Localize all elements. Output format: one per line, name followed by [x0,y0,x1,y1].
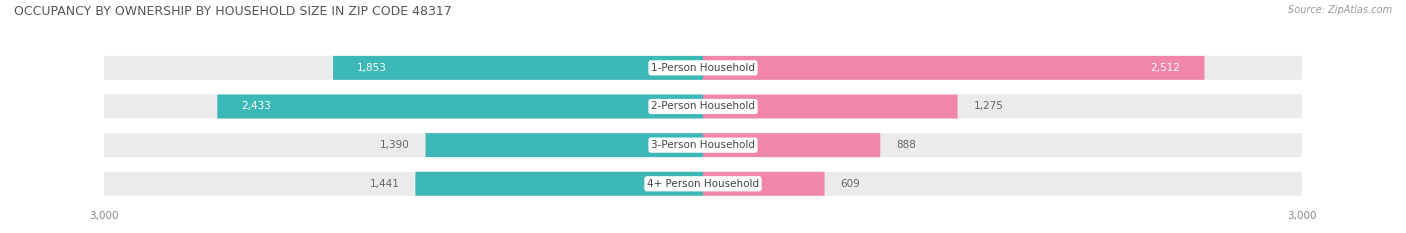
FancyBboxPatch shape [104,56,1302,80]
Text: 2-Person Household: 2-Person Household [651,102,755,112]
Text: 3-Person Household: 3-Person Household [651,140,755,150]
FancyBboxPatch shape [104,172,1302,196]
FancyBboxPatch shape [703,133,880,157]
Text: Source: ZipAtlas.com: Source: ZipAtlas.com [1288,5,1392,15]
Text: 2,433: 2,433 [242,102,271,112]
FancyBboxPatch shape [333,56,703,80]
FancyBboxPatch shape [703,172,824,196]
Text: 1,853: 1,853 [357,63,387,73]
FancyBboxPatch shape [415,172,703,196]
Text: 2,512: 2,512 [1150,63,1181,73]
Text: 4+ Person Household: 4+ Person Household [647,179,759,189]
FancyBboxPatch shape [426,133,703,157]
FancyBboxPatch shape [218,95,703,118]
FancyBboxPatch shape [703,56,1205,80]
Text: OCCUPANCY BY OWNERSHIP BY HOUSEHOLD SIZE IN ZIP CODE 48317: OCCUPANCY BY OWNERSHIP BY HOUSEHOLD SIZE… [14,5,451,18]
FancyBboxPatch shape [703,95,957,118]
FancyBboxPatch shape [104,95,1302,118]
Text: 609: 609 [841,179,860,189]
FancyBboxPatch shape [104,133,1302,157]
Text: 1,275: 1,275 [973,102,1004,112]
Text: 1,390: 1,390 [380,140,409,150]
Text: 1-Person Household: 1-Person Household [651,63,755,73]
Text: 888: 888 [896,140,917,150]
Text: 1,441: 1,441 [370,179,399,189]
